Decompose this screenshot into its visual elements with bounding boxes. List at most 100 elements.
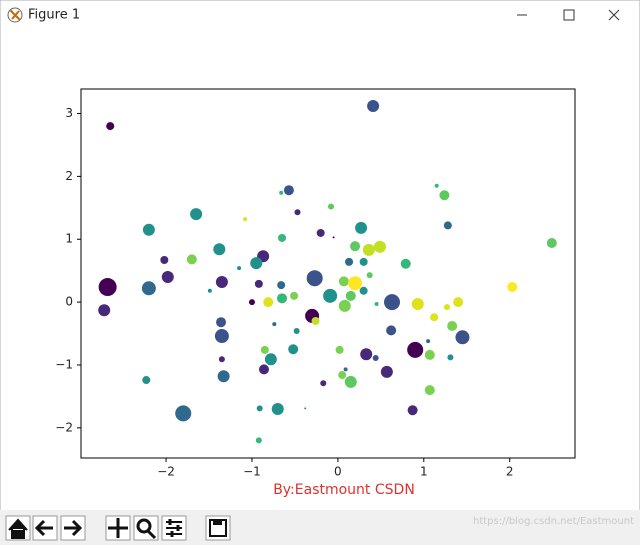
scatter-point	[367, 99, 380, 112]
scatter-point	[434, 183, 439, 188]
scatter-point	[256, 405, 263, 412]
scatter-point	[288, 344, 299, 355]
scatter-point	[216, 317, 227, 328]
scatter-point	[350, 241, 361, 252]
back-button[interactable]	[32, 515, 58, 541]
y-tick-label: 2	[65, 169, 73, 183]
scatter-point	[359, 257, 368, 266]
y-tick-label: −1	[55, 357, 73, 371]
plot-area	[98, 99, 557, 444]
scatter-point	[250, 257, 263, 270]
scatter-point	[175, 405, 192, 422]
scatter-point	[260, 345, 269, 354]
x-tick-label: 2	[506, 465, 514, 479]
scatter-point	[215, 275, 228, 288]
x-axis-label: By:Eastmount CSDN	[273, 482, 415, 498]
scatter-point	[98, 278, 117, 297]
scatter-point	[447, 354, 454, 361]
forward-button[interactable]	[60, 515, 86, 541]
pan-button[interactable]	[105, 515, 131, 541]
scatter-point	[443, 221, 452, 230]
scatter-point	[424, 385, 435, 396]
scatter-point	[407, 405, 418, 416]
scatter-point	[338, 371, 347, 380]
scatter-point	[332, 236, 335, 239]
scatter-point	[278, 233, 287, 242]
scatter-point	[344, 375, 357, 388]
scatter-point	[290, 291, 299, 300]
scatter-point	[237, 266, 242, 271]
scatter-point	[424, 349, 435, 360]
toolbar: https://blog.csdn.net/Eastmount	[0, 510, 640, 545]
scatter-point	[373, 240, 386, 253]
scatter-point	[355, 221, 368, 234]
scatter-point	[294, 209, 301, 216]
scatter-point	[360, 348, 373, 361]
scatter-point	[426, 339, 431, 344]
scatter-point	[372, 355, 379, 362]
scatter-point	[141, 281, 156, 296]
scatter-point	[316, 228, 325, 237]
y-tick-label: 1	[65, 232, 73, 246]
scatter-point	[362, 243, 375, 256]
scatter-point	[283, 185, 294, 196]
scatter-point	[218, 356, 225, 363]
scatter-point	[374, 301, 379, 306]
scatter-point	[255, 437, 262, 444]
scatter-point	[293, 328, 300, 335]
scatter-point	[348, 276, 363, 291]
scatter-point	[407, 341, 424, 358]
scatter-point	[443, 304, 450, 311]
scatter-point	[98, 304, 111, 317]
scatter-point	[264, 353, 277, 366]
scatter-point	[411, 297, 424, 310]
scatter-point	[142, 223, 155, 236]
maximize-button[interactable]	[563, 9, 575, 21]
scatter-point	[380, 365, 393, 378]
scatter-point	[320, 380, 327, 387]
scatter-point	[366, 272, 373, 279]
scatter-point	[263, 297, 274, 308]
scatter-point	[384, 294, 401, 311]
scatter-point	[400, 258, 411, 269]
scatter-point	[160, 255, 169, 264]
y-tick-label: 0	[65, 295, 73, 309]
configure-button[interactable]	[161, 515, 187, 541]
app-icon-glyph	[9, 9, 21, 21]
x-tick-label: 1	[420, 465, 428, 479]
scatter-point	[439, 190, 450, 201]
scatter-point	[213, 243, 226, 256]
x-tick-label: −1	[243, 465, 261, 479]
scatter-point	[338, 299, 351, 312]
scatter-point	[453, 297, 464, 308]
home-button[interactable]	[5, 515, 31, 541]
x-tick-label: −2	[157, 465, 175, 479]
scatter-point	[546, 238, 557, 249]
scatter-point	[328, 203, 335, 210]
close-button[interactable]	[608, 9, 620, 21]
scatter-point	[271, 402, 284, 415]
window-title: Figure 1	[28, 8, 80, 23]
scatter-point	[323, 288, 338, 303]
scatter-point	[338, 276, 349, 287]
title-bar: Figure 1	[7, 7, 620, 23]
scatter-point	[254, 279, 263, 288]
zoom-button[interactable]	[133, 515, 159, 541]
scatter-point	[345, 257, 354, 266]
scatter-point	[258, 364, 269, 375]
scatter-point	[306, 270, 323, 287]
scatter-point	[277, 281, 286, 290]
scatter-point	[386, 325, 397, 336]
scatter-point	[304, 407, 307, 410]
scatter-point	[277, 293, 288, 304]
scatter-point	[106, 122, 115, 131]
scatter-point	[217, 370, 230, 383]
scatter-point	[279, 190, 284, 195]
scatter-point	[142, 376, 151, 385]
scatter-point	[335, 345, 344, 354]
axes-frame	[80, 88, 576, 459]
save-button[interactable]	[205, 515, 231, 541]
scatter-point	[248, 299, 255, 306]
